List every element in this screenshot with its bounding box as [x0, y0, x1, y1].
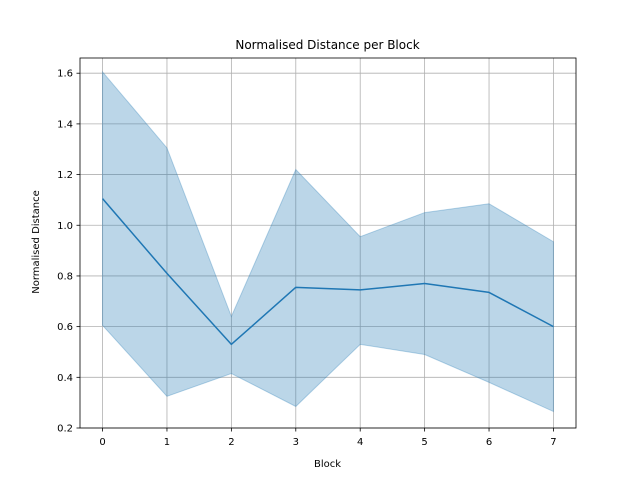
y-tick-label: 0.6	[57, 322, 73, 333]
y-tick-label: 0.4	[57, 373, 73, 384]
y-tick-label: 0.8	[57, 271, 73, 282]
x-tick-label: 0	[99, 437, 105, 448]
chart-title: Normalised Distance per Block	[235, 38, 419, 52]
grid-lines	[80, 58, 576, 429]
series-line	[101, 198, 554, 346]
plot-frame	[79, 57, 577, 429]
x-tick-label: 1	[164, 437, 170, 448]
y-axis-ticks: 0.2 0.4 0.6 0.8 1.0 1.2 1.4 1.6	[57, 69, 80, 435]
y-tick-label: 1.4	[57, 119, 73, 130]
confidence-band-layer	[102, 70, 554, 413]
y-tick-label: 1.2	[57, 170, 73, 181]
x-tick-label: 3	[293, 437, 299, 448]
confidence-band	[102, 70, 554, 413]
x-tick-label: 4	[357, 437, 363, 448]
x-tick-label: 2	[228, 437, 234, 448]
x-tick-label: 7	[550, 437, 556, 448]
series-line-layer	[101, 198, 554, 346]
x-tick-label: 6	[486, 437, 492, 448]
y-tick-label: 0.2	[57, 424, 73, 435]
y-tick-label: 1.6	[57, 69, 73, 80]
y-tick-label: 1.0	[57, 221, 73, 232]
x-tick-label: 5	[421, 437, 427, 448]
x-axis-ticks: 0 1 2 3 4 5 6 7	[99, 428, 557, 448]
y-axis-label: Normalised Distance	[31, 190, 42, 294]
x-axis-label: Block	[314, 459, 341, 470]
